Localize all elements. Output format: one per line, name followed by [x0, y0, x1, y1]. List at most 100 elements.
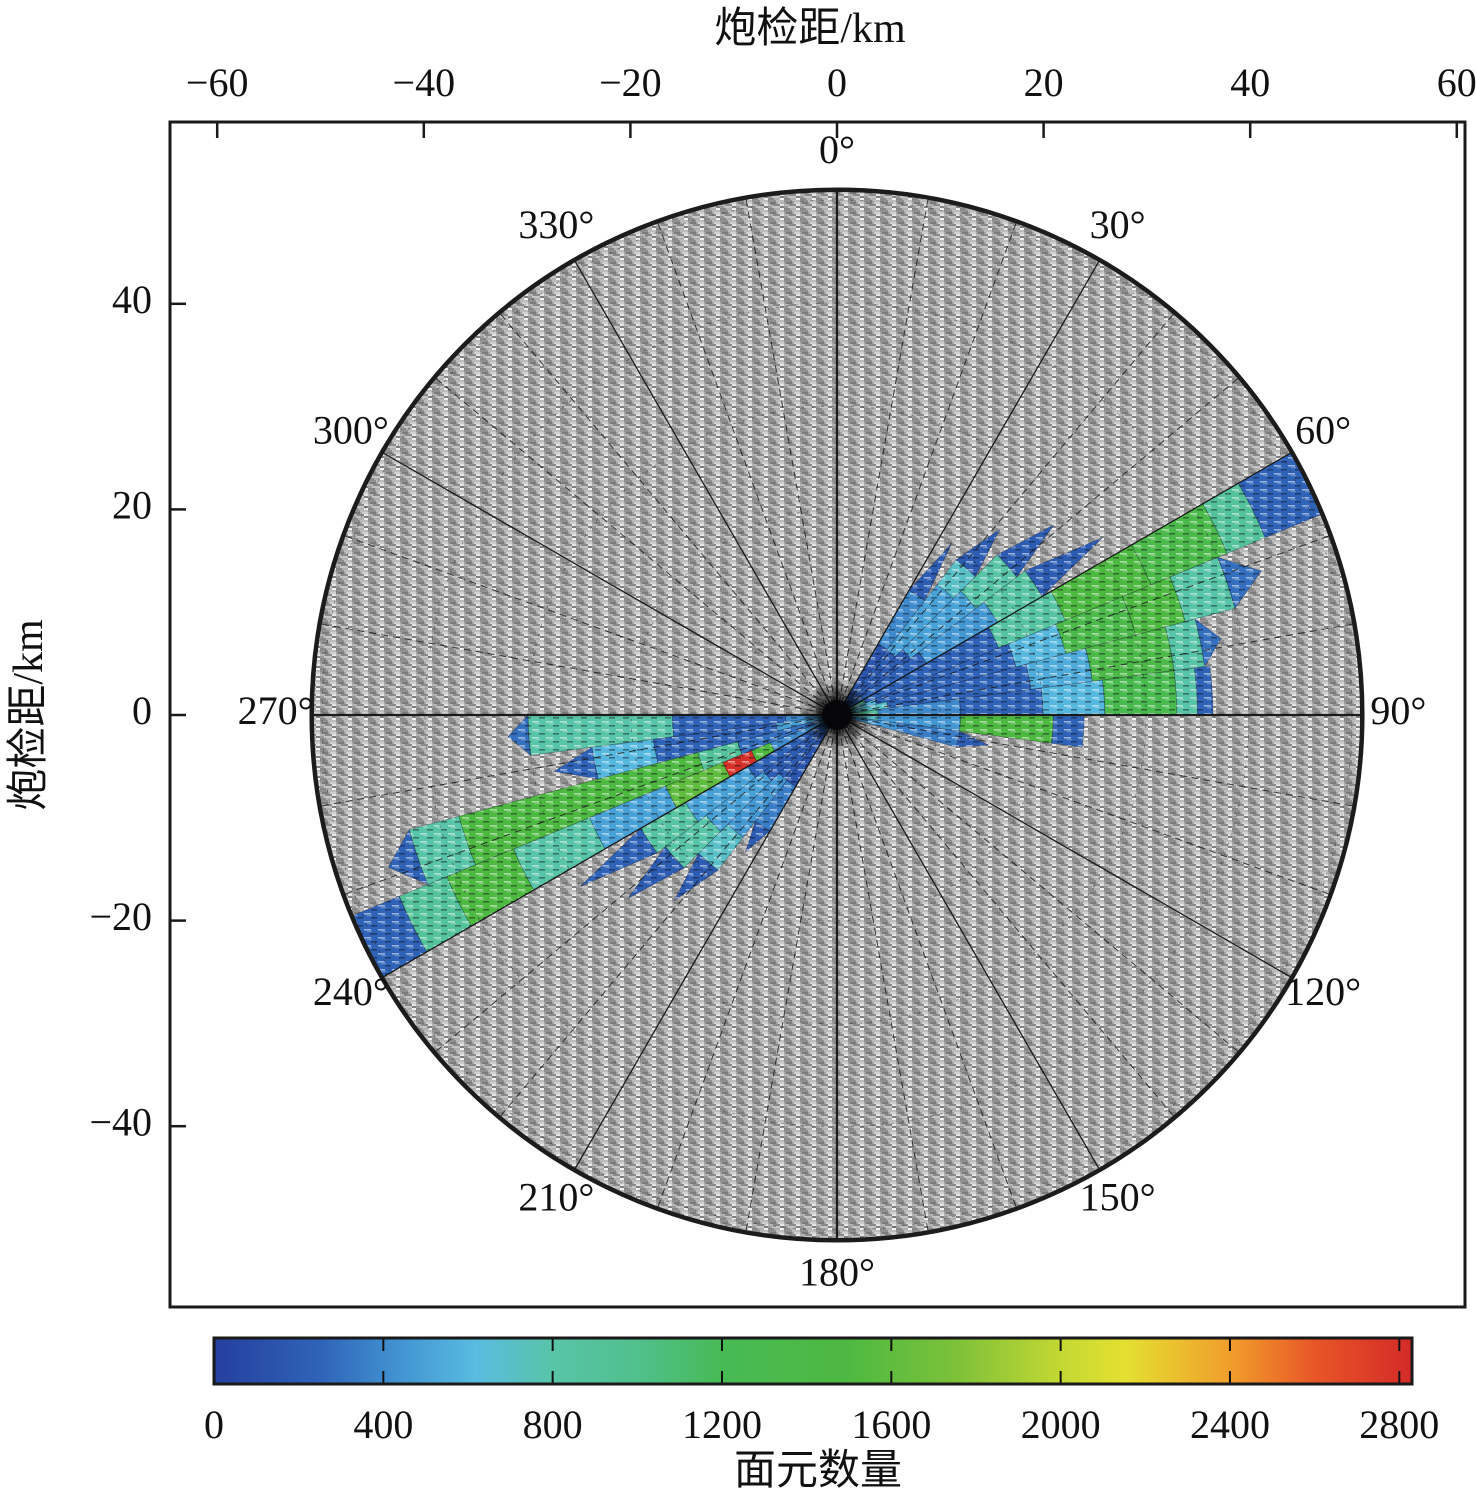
spoke-line [434, 714, 838, 1054]
sector-texture [1173, 667, 1198, 715]
sector-texture [1170, 557, 1235, 622]
left-axis-tick-label: 20 [112, 483, 152, 528]
spoke-line [573, 714, 838, 1171]
colorbar-tick-label: 2400 [1190, 1402, 1270, 1447]
spoke-line [656, 714, 838, 1209]
top-axis-tick-label: 20 [1024, 60, 1064, 105]
sector-texture [727, 773, 787, 838]
angle-label: 240° [313, 969, 389, 1014]
spoke-line [836, 714, 1018, 1209]
angle-label: 180° [799, 1250, 875, 1295]
sector-texture [997, 524, 1054, 578]
colorbar-title: 面元数量 [734, 1448, 902, 1492]
sector-texture [1195, 619, 1221, 667]
sector-texture [877, 698, 961, 715]
spoke-line [836, 714, 1101, 1171]
sector-texture [1024, 537, 1103, 597]
sector-texture [1131, 503, 1228, 585]
sector-texture [1051, 715, 1085, 748]
sector-texture [1102, 670, 1177, 715]
top-axis-title: 炮检距/km [714, 5, 906, 52]
sector-texture [1051, 545, 1152, 621]
sector-texture [1041, 680, 1105, 715]
sector-texture [1008, 624, 1066, 668]
sector-texture [528, 715, 674, 756]
sector-texture [697, 741, 742, 771]
sector-texture [751, 742, 775, 762]
spoke-line [836, 714, 929, 1233]
colorbar-tick-label: 800 [523, 1402, 583, 1447]
spoke-line [745, 714, 838, 1233]
sector-texture [902, 591, 976, 659]
sector-texture [351, 896, 427, 978]
sector-texture [627, 846, 685, 899]
center-point [822, 700, 852, 730]
spoke-line [319, 623, 838, 716]
top-axis-tick-label: −60 [186, 60, 249, 105]
spoke-line [836, 451, 1293, 716]
spoke-line [836, 197, 929, 716]
spoke-line [343, 534, 838, 716]
sector-texture [878, 590, 925, 650]
spoke-line [836, 312, 1176, 716]
top-axis-tick-label: 60 [1437, 60, 1476, 105]
angle-label: 120° [1285, 969, 1361, 1014]
sector-texture [887, 584, 954, 657]
top-axis-tick-label: 0 [827, 60, 847, 105]
sector-texture [875, 644, 1017, 705]
sector-texture [745, 821, 771, 853]
sector-texture [909, 543, 952, 601]
sector-texture [1217, 557, 1262, 609]
sector-texture [988, 591, 1066, 648]
sector-texture [937, 559, 976, 599]
sector-texture [1085, 627, 1174, 682]
polar-rim [309, 187, 1365, 1243]
colorbar-border [212, 1336, 1414, 1386]
sector-texture [959, 715, 1054, 744]
spoke-line [381, 451, 838, 716]
spoke-line [498, 714, 838, 1118]
spoke-line [573, 259, 838, 716]
data-sectors [351, 451, 1323, 979]
sector-texture [984, 570, 1043, 623]
angle-label: 210° [518, 1174, 594, 1219]
spoke-line [836, 623, 1355, 716]
sector-texture [698, 824, 743, 871]
sector-texture [665, 815, 721, 868]
left-axis-tick-label: −20 [89, 894, 152, 939]
spoke-line [498, 312, 838, 716]
spoke-line [836, 376, 1240, 716]
left-axis-tick-label: 40 [112, 277, 152, 322]
left-axis-tick-label: 0 [132, 688, 152, 733]
spoke-line [343, 714, 838, 896]
sector-texture [409, 816, 476, 885]
sector-texture [886, 664, 1032, 709]
spoke-line [745, 197, 838, 716]
sector-texture [446, 849, 534, 927]
spoke-line [381, 714, 838, 979]
spoke-line [836, 259, 1101, 716]
colorbar-tick-label: 0 [204, 1402, 224, 1447]
sector-texture [653, 723, 778, 763]
sector-texture [685, 766, 756, 822]
angle-label: 30° [1090, 202, 1146, 247]
sector-texture [863, 627, 999, 704]
spoke-line [836, 714, 1176, 1118]
sector-texture [706, 771, 772, 832]
left-axis-tick-label: −40 [89, 1099, 152, 1144]
sector-texture [580, 828, 658, 887]
colorbar-tick-label: 1600 [851, 1402, 931, 1447]
sector-texture [1165, 619, 1205, 671]
spoke-line [836, 714, 1331, 896]
sector-texture [672, 715, 786, 737]
top-axis-tick-label: −40 [393, 60, 456, 105]
sector-texture [1122, 577, 1186, 636]
left-axis: 40 20 0 −20 −40 炮检距/km [5, 277, 186, 1144]
top-axis: −60 −40 −20 0 20 40 60 炮检距/km [186, 5, 1476, 138]
spoke-line [319, 714, 838, 807]
angle-gridlines [311, 189, 1363, 1241]
sector-texture [959, 688, 1043, 715]
sector-texture [960, 554, 1017, 609]
sector-texture [508, 715, 531, 756]
